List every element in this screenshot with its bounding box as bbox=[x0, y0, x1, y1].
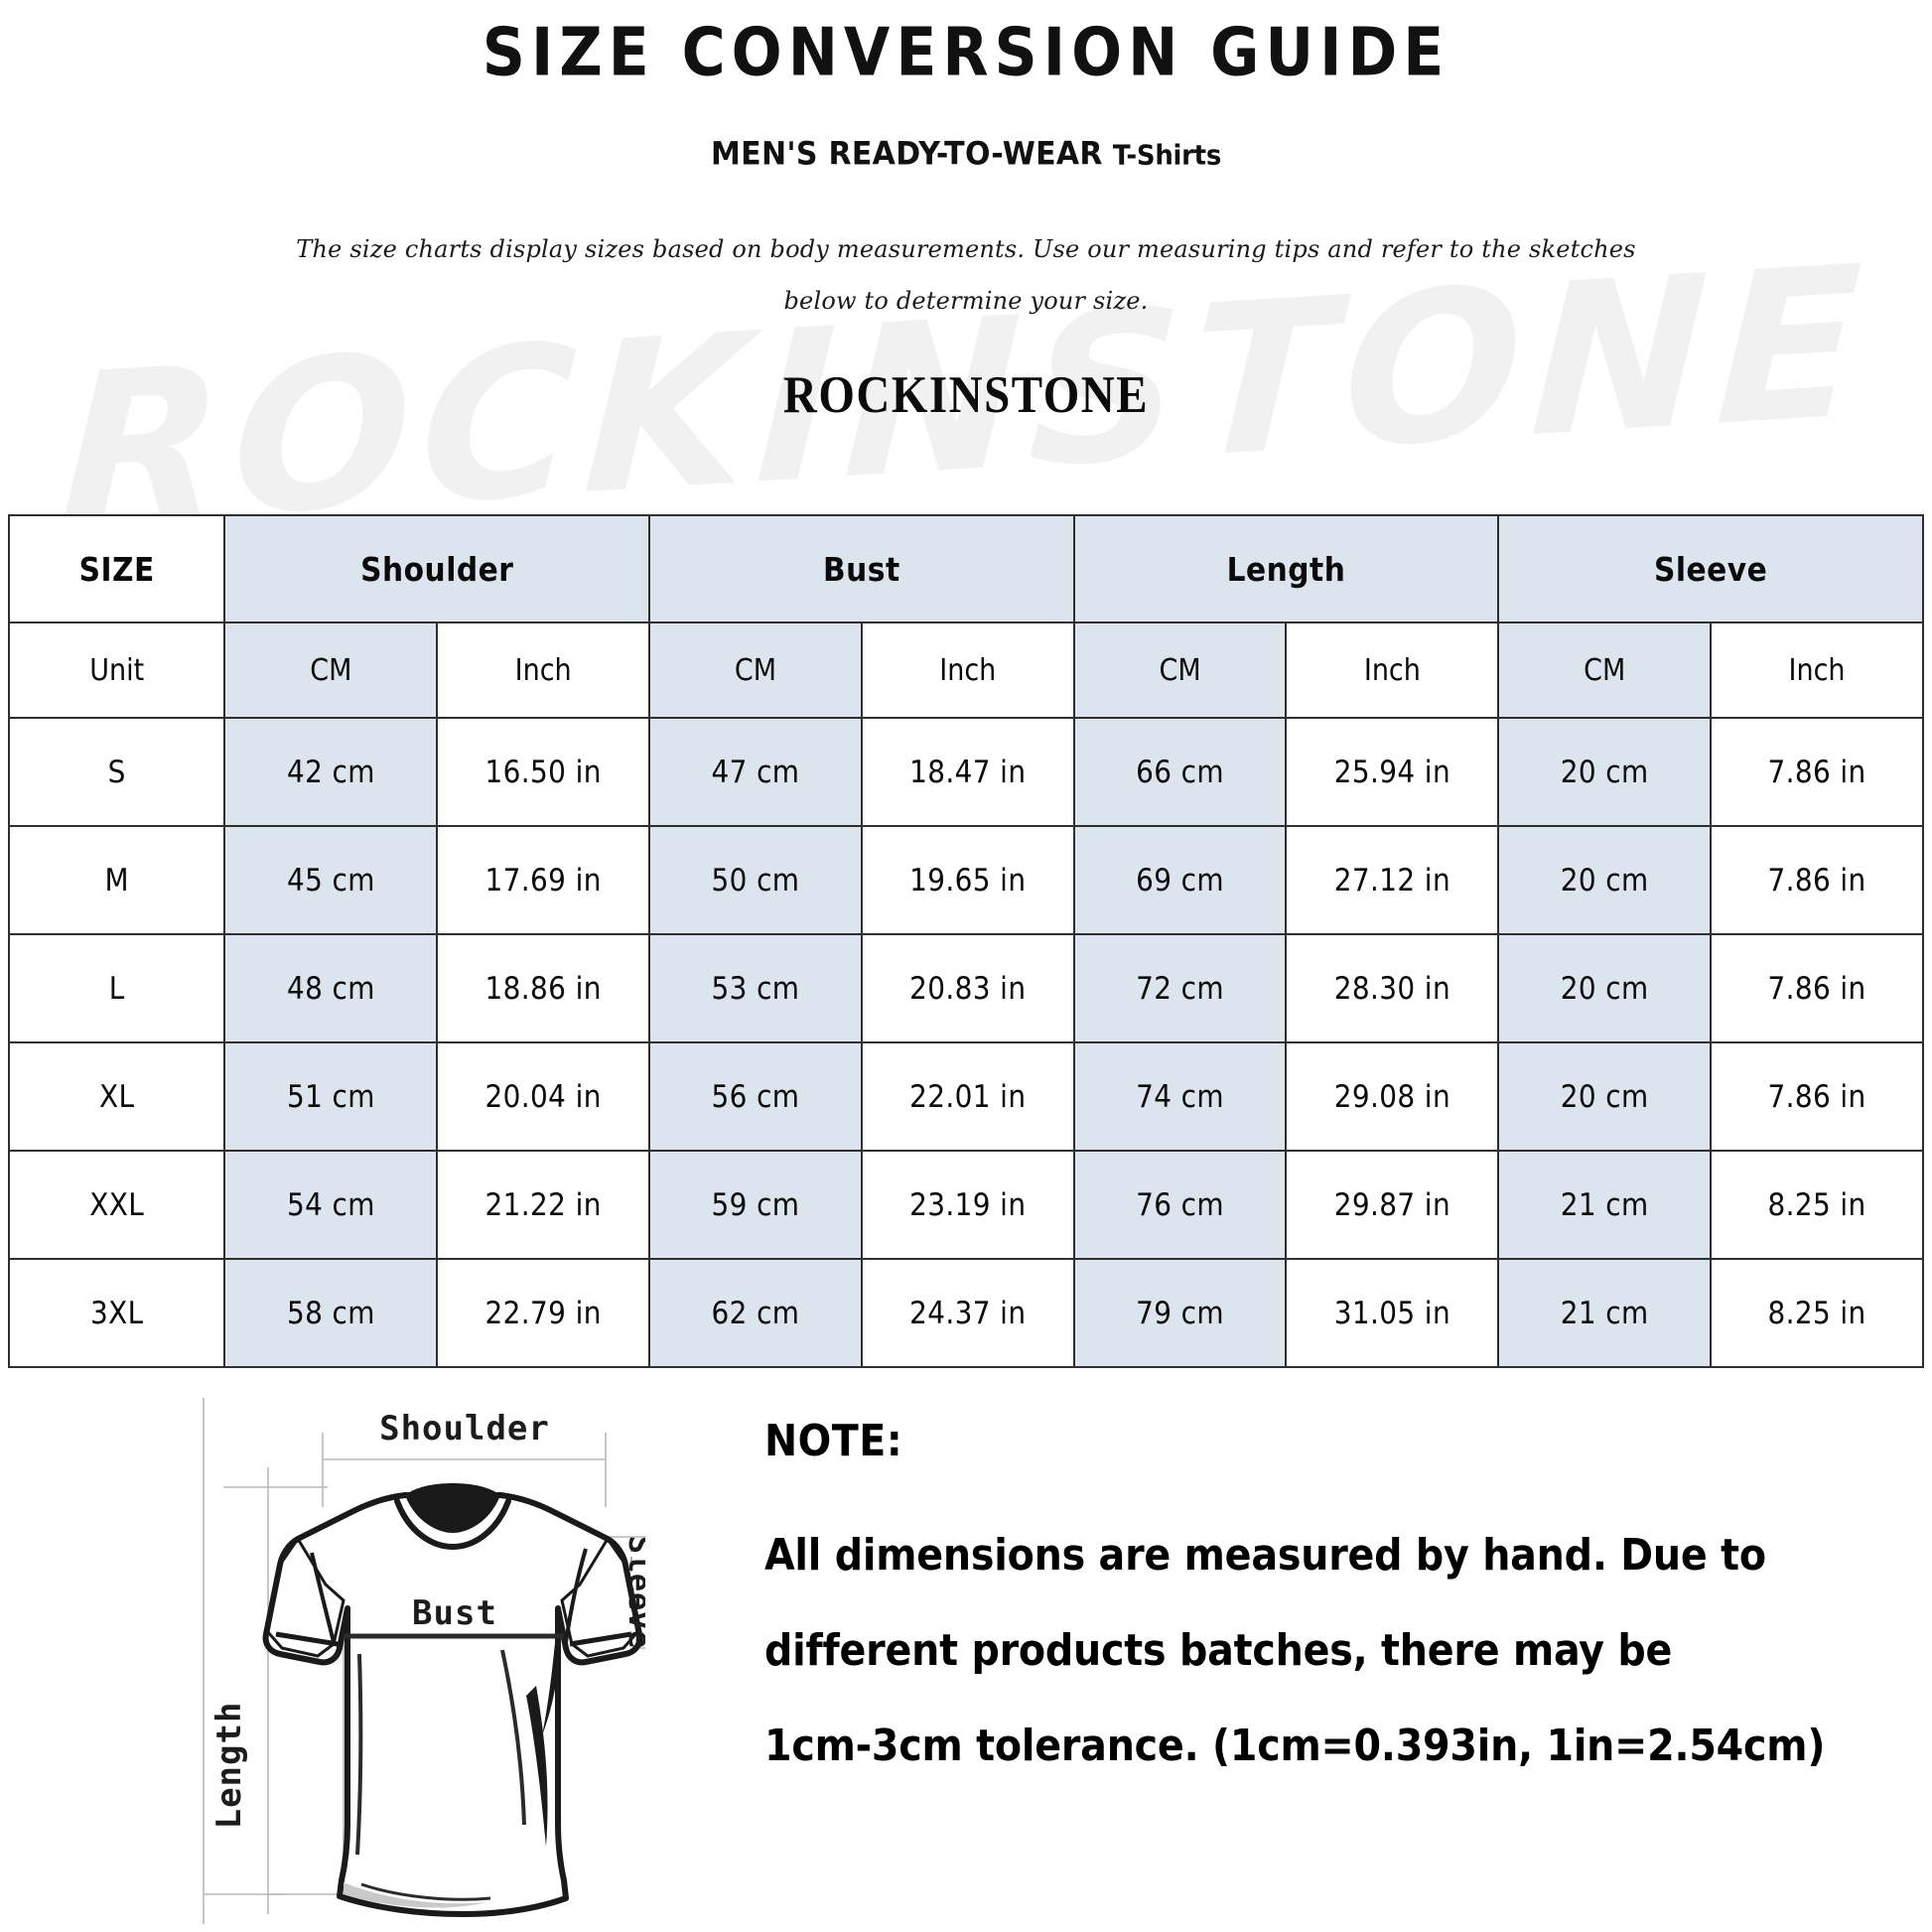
table-group-header-row: SIZE Shoulder Bust Length Sleeve bbox=[7, 514, 1924, 623]
subtitle-row: MEN'S READY-TO-WEAR T-Shirts bbox=[0, 135, 1932, 174]
header-cell-unit-cm-6: CM bbox=[1497, 621, 1713, 719]
subtitle-category: MEN'S READY-TO-WEAR bbox=[711, 135, 1103, 174]
note-heading: NOTE: bbox=[764, 1416, 903, 1466]
cell-value: 31.05 in bbox=[1285, 1258, 1500, 1368]
cell-value: 53 cm bbox=[648, 933, 863, 1043]
brand-name: ROCKINSTONE bbox=[782, 365, 1150, 425]
table-unit-row: Unit CM Inch CM Inch CM Inch CM Inch bbox=[7, 621, 1924, 719]
cell-value: 23.19 in bbox=[860, 1150, 1075, 1260]
header-cell-unit: Unit bbox=[7, 621, 226, 719]
page-title: SIZE CONVERSION GUIDE bbox=[482, 14, 1450, 92]
cell-size-s: S bbox=[7, 717, 226, 827]
diagram-label-shoulder: Shoulder bbox=[379, 1409, 550, 1449]
cell-value: 72 cm bbox=[1072, 933, 1288, 1043]
header-cell-unit-inch-3: Inch bbox=[860, 621, 1075, 719]
table-row: XXL 54 cm 21.22 in 59 cm 23.19 in 76 cm 29.87 … bbox=[7, 1150, 1924, 1260]
cell-value: 7.86 in bbox=[1710, 717, 1924, 827]
cell-value: 20.83 in bbox=[860, 933, 1075, 1043]
header-cell-unit-inch-7: Inch bbox=[1710, 621, 1924, 719]
cell-value: 20 cm bbox=[1497, 825, 1713, 935]
cell-value: 18.47 in bbox=[860, 717, 1075, 827]
cell-value: 28.30 in bbox=[1285, 933, 1500, 1043]
cell-value: 21 cm bbox=[1497, 1150, 1713, 1260]
bottom-section: Shoulder Bust Length Sleeve NOTE: All di… bbox=[0, 1388, 1932, 1932]
cell-value: 16.50 in bbox=[436, 717, 651, 827]
note-block: NOTE: All dimensions are measured by han… bbox=[764, 1416, 1916, 1794]
cell-size-3xl: 3XL bbox=[7, 1258, 226, 1368]
cell-value: 58 cm bbox=[223, 1258, 439, 1368]
cell-value: 22.79 in bbox=[436, 1258, 651, 1368]
page-header: SIZE CONVERSION GUIDE MEN'S READY-TO-WEA… bbox=[0, 0, 1932, 425]
cell-value: 27.12 in bbox=[1285, 825, 1500, 935]
cell-value: 18.86 in bbox=[436, 933, 651, 1043]
header-cell-unit-inch-1: Inch bbox=[436, 621, 651, 719]
cell-size-l: L bbox=[7, 933, 226, 1043]
cell-value: 20 cm bbox=[1497, 1041, 1713, 1152]
cell-value: 8.25 in bbox=[1710, 1150, 1924, 1260]
diagram-label-bust: Bust bbox=[412, 1593, 497, 1633]
cell-value: 62 cm bbox=[648, 1258, 863, 1368]
header-cell-unit-cm-4: CM bbox=[1072, 621, 1288, 719]
table-row: S 42 cm 16.50 in 47 cm 18.47 in 66 cm 25.94 in… bbox=[7, 717, 1924, 827]
cell-value: 17.69 in bbox=[436, 825, 651, 935]
diagram-label-sleeve: Sleeve bbox=[621, 1536, 645, 1649]
cell-value: 79 cm bbox=[1072, 1258, 1288, 1368]
cell-value: 20.04 in bbox=[436, 1041, 651, 1152]
table-row: L 48 cm 18.86 in 53 cm 20.83 in 72 cm 28.30 in… bbox=[7, 933, 1924, 1043]
header-cell-group-sleeve: Sleeve bbox=[1497, 514, 1924, 623]
cell-value: 7.86 in bbox=[1710, 1041, 1924, 1152]
table-row: 3XL 58 cm 22.79 in 62 cm 24.37 in 79 cm 31.05 … bbox=[7, 1258, 1924, 1368]
size-conversion-table: SIZE Shoulder Bust Length Sleeve Unit CM Inch CM… bbox=[7, 514, 1924, 1368]
header-cell-unit-cm-0: CM bbox=[223, 621, 439, 719]
cell-value: 42 cm bbox=[223, 717, 439, 827]
header-cell-group-bust: Bust bbox=[648, 514, 1075, 623]
cell-value: 25.94 in bbox=[1285, 717, 1500, 827]
header-cell-unit-inch-5: Inch bbox=[1285, 621, 1500, 719]
cell-value: 20 cm bbox=[1497, 933, 1713, 1043]
cell-value: 47 cm bbox=[648, 717, 863, 827]
cell-value: 29.08 in bbox=[1285, 1041, 1500, 1152]
cell-value: 66 cm bbox=[1072, 717, 1288, 827]
cell-value: 45 cm bbox=[223, 825, 439, 935]
cell-size-xl: XL bbox=[7, 1041, 226, 1152]
cell-value: 50 cm bbox=[648, 825, 863, 935]
cell-value: 59 cm bbox=[648, 1150, 863, 1260]
cell-value: 51 cm bbox=[223, 1041, 439, 1152]
intro-description: The size charts display sizes based on b… bbox=[296, 235, 1636, 315]
tshirt-measurement-diagram: Shoulder Bust Length Sleeve bbox=[149, 1388, 645, 1932]
header-cell-size: SIZE bbox=[7, 514, 226, 623]
cell-value: 21.22 in bbox=[436, 1150, 651, 1260]
note-line-1: All dimensions are measured by hand. Due… bbox=[764, 1530, 1766, 1581]
cell-size-xxl: XXL bbox=[7, 1150, 226, 1260]
cell-value: 21 cm bbox=[1497, 1258, 1713, 1368]
cell-value: 19.65 in bbox=[860, 825, 1075, 935]
cell-value: 76 cm bbox=[1072, 1150, 1288, 1260]
table-row: XL 51 cm 20.04 in 56 cm 22.01 in 74 cm 29.08 i… bbox=[7, 1041, 1924, 1152]
cell-size-m: M bbox=[7, 825, 226, 935]
cell-value: 7.86 in bbox=[1710, 933, 1924, 1043]
header-cell-group-shoulder: Shoulder bbox=[223, 514, 651, 623]
cell-value: 48 cm bbox=[223, 933, 439, 1043]
cell-value: 56 cm bbox=[648, 1041, 863, 1152]
table-row: M 45 cm 17.69 in 50 cm 19.65 in 69 cm 27.12 in… bbox=[7, 825, 1924, 935]
note-line-3: 1cm-3cm tolerance. (1cm=0.393in, 1in=2.5… bbox=[764, 1721, 1826, 1771]
cell-value: 24.37 in bbox=[860, 1258, 1075, 1368]
subtitle-product: T-Shirts bbox=[1112, 140, 1221, 172]
note-line-2: different products batches, there may be bbox=[764, 1625, 1673, 1676]
size-table-container: SIZE Shoulder Bust Length Sleeve Unit CM Inch CM… bbox=[7, 514, 1924, 1368]
cell-value: 22.01 in bbox=[860, 1041, 1075, 1152]
header-cell-unit-cm-2: CM bbox=[648, 621, 863, 719]
cell-value: 74 cm bbox=[1072, 1041, 1288, 1152]
cell-value: 7.86 in bbox=[1710, 825, 1924, 935]
diagram-label-length: Length bbox=[209, 1702, 249, 1830]
cell-value: 20 cm bbox=[1497, 717, 1713, 827]
cell-value: 69 cm bbox=[1072, 825, 1288, 935]
header-cell-group-length: Length bbox=[1072, 514, 1500, 623]
cell-value: 29.87 in bbox=[1285, 1150, 1500, 1260]
cell-value: 54 cm bbox=[223, 1150, 439, 1260]
cell-value: 8.25 in bbox=[1710, 1258, 1924, 1368]
